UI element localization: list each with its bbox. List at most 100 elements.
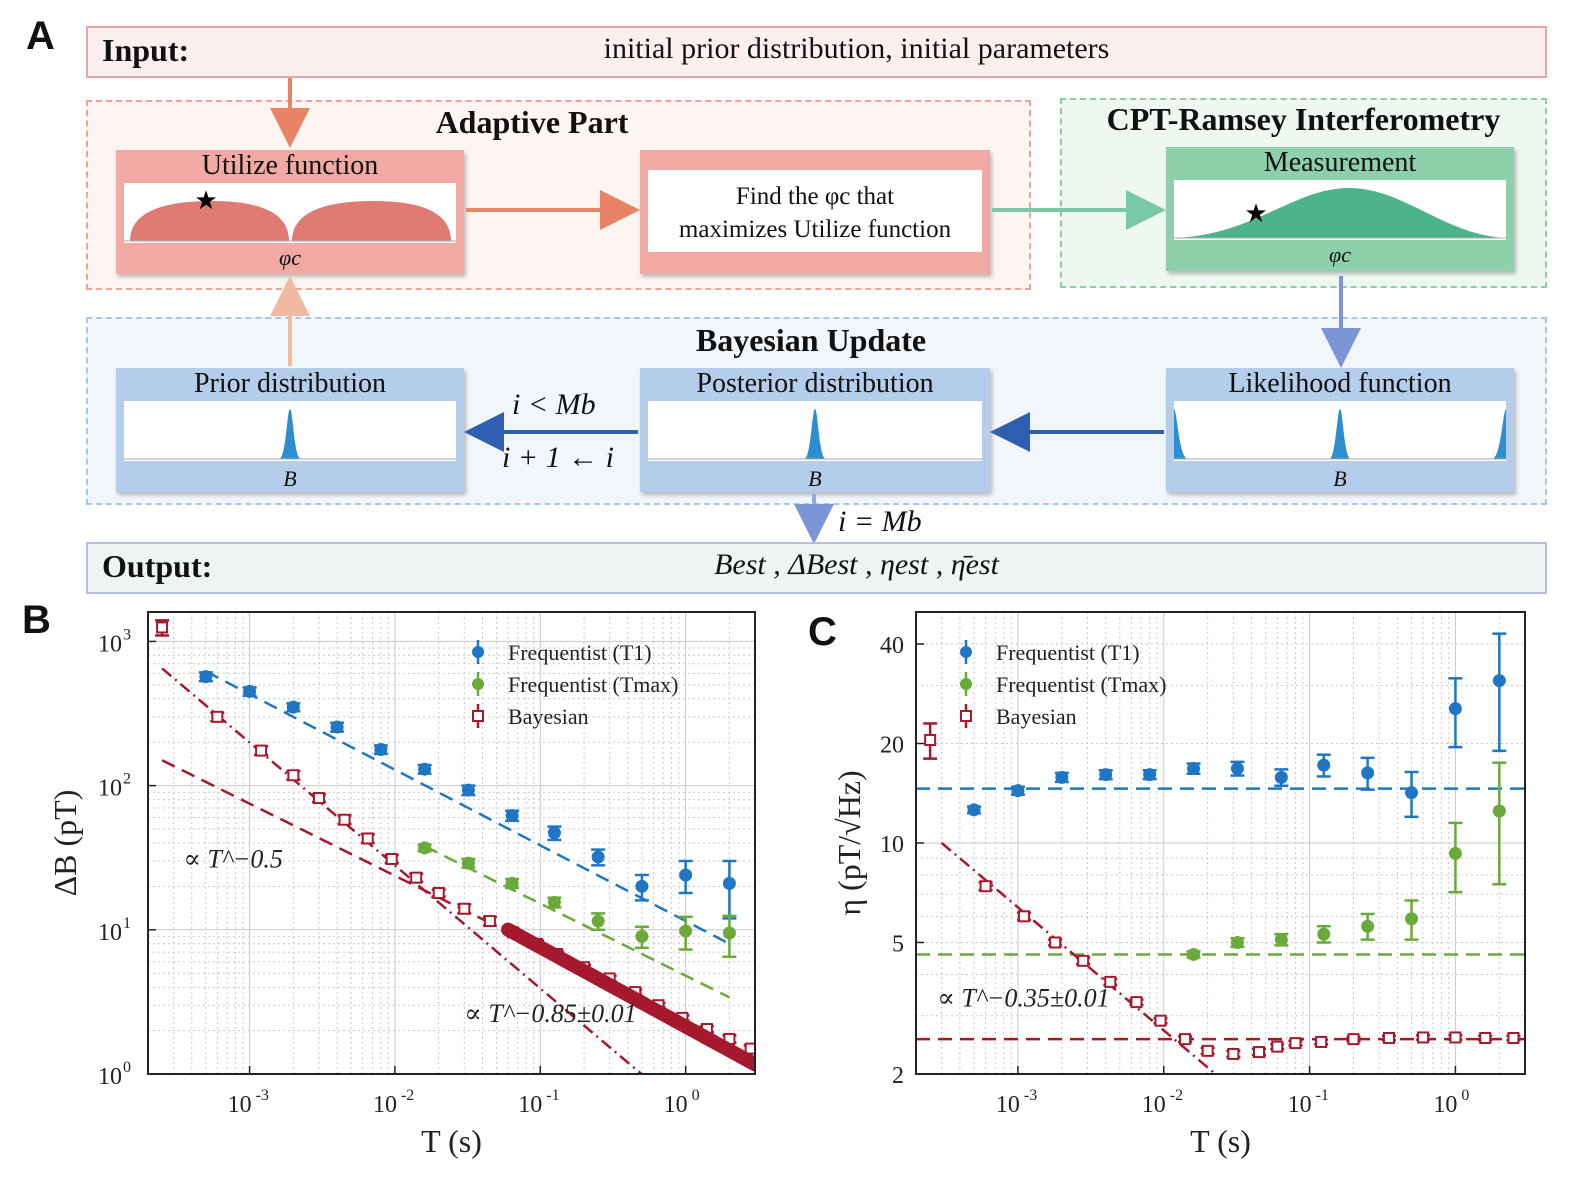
y-tick-label: 20 [880, 733, 904, 759]
likelihood-box: Likelihood function B [1166, 368, 1514, 492]
data-point [635, 929, 649, 943]
y-tick-label: 40 [880, 633, 904, 659]
annotation-1: ∝ T^−0.35±0.01 [937, 984, 1109, 1013]
data-point [1017, 910, 1030, 923]
chart-b: 10 -3 10 -2 10 -1 10 010 010 110 210 3T (s)ΔB (pT) ∝… [47, 611, 756, 1159]
exit-condition: i = Mb [838, 505, 922, 538]
x-tick-exponent: -3 [1024, 1087, 1037, 1104]
likelihood-plot [1174, 401, 1506, 461]
data-point [361, 832, 374, 845]
data-point [483, 915, 496, 928]
data-point [243, 684, 257, 698]
fit-line-3 [161, 667, 644, 1074]
find-line1: Find the φc that [735, 183, 895, 210]
data-point [505, 809, 519, 823]
measurement-title: Measurement [1263, 147, 1417, 178]
data-point [461, 783, 475, 797]
x-tick-label: 10 [664, 1092, 688, 1118]
measurement-plot: ★ [1174, 180, 1506, 240]
data-point [591, 850, 605, 864]
data-point [286, 700, 300, 714]
data-point [1253, 1046, 1266, 1059]
flow-arrows [270, 78, 1361, 544]
panel-label-a: A [26, 14, 55, 58]
data-point [1492, 804, 1506, 818]
minor-grid [147, 612, 756, 1075]
data-point [744, 1042, 755, 1055]
x-tick-label: 10 [518, 1092, 542, 1118]
data-point [1507, 1032, 1520, 1045]
data-point [1361, 919, 1375, 933]
panel-label-b: B [22, 598, 51, 642]
x-tick-label: 10 [1288, 1092, 1312, 1118]
likelihood-title: Likelihood function [1228, 368, 1452, 399]
y-tick-label: 10 [880, 832, 904, 858]
legend-entry-2: Frequentist (Tmax) [508, 672, 678, 697]
legend-marker [472, 678, 484, 690]
utilize-title: Utilize function [201, 150, 379, 181]
y-tick-label: 10 [98, 920, 122, 946]
x-tick-label: 10 [228, 1092, 252, 1118]
data-point [1187, 762, 1201, 776]
y-tick-exponent: 2 [123, 771, 131, 788]
data-point [1361, 766, 1375, 780]
data-point [591, 914, 605, 928]
legend-marker [960, 710, 972, 722]
y-tick-label: 10 [98, 776, 122, 802]
data-point [547, 895, 561, 909]
panel-label-c: C [808, 610, 837, 654]
x-tick-exponent: -3 [256, 1087, 269, 1104]
data-point [1347, 1033, 1360, 1046]
data-point [432, 887, 445, 900]
data-point [1274, 770, 1288, 784]
data-point [722, 876, 736, 890]
data-point [679, 868, 693, 882]
data-point [1271, 1040, 1284, 1053]
annotation-2: ∝ T^−0.85±0.01 [464, 999, 636, 1028]
utilize-axis: φc [279, 245, 301, 270]
axes-frame [147, 611, 756, 1075]
x-tick-exponent: -1 [546, 1087, 559, 1104]
series-1 [198, 670, 737, 920]
data-point [1448, 846, 1462, 860]
x-tick-label: 10 [373, 1092, 397, 1118]
data-point [1479, 1032, 1492, 1045]
data-point [156, 621, 169, 634]
data-point [1011, 784, 1025, 798]
loop-condition: i < Mb [512, 388, 596, 421]
data-point [635, 879, 649, 893]
data-point [1317, 927, 1331, 941]
data-point [1405, 912, 1419, 926]
x-tick-exponent: -1 [1316, 1087, 1329, 1104]
data-point [1227, 1047, 1240, 1060]
utilize-box: Utilize function ★ φc [116, 150, 464, 274]
bayesian-dense-tail [501, 922, 755, 1072]
input-bar: Input: initial prior distribution, initi… [86, 26, 1547, 78]
legend-marker [472, 646, 484, 658]
find-box: Find the φc that maximizes Utilize funct… [640, 150, 990, 274]
prior-title: Prior distribution [193, 368, 387, 399]
y-tick-label: 5 [892, 931, 904, 957]
data-point [374, 743, 388, 757]
x-tick-label: 10 [1433, 1092, 1457, 1118]
legend-entry-2: Frequentist (Tmax) [996, 672, 1166, 697]
legend-entry-1: Frequentist (T1) [996, 640, 1140, 665]
y-tick-label: 10 [98, 631, 122, 657]
plot-area [155, 619, 755, 1074]
y-tick-exponent: 1 [123, 915, 131, 932]
data-point [924, 733, 937, 746]
x-axis-label: T (s) [421, 1123, 482, 1159]
legend-entry-1: Frequentist (T1) [508, 640, 652, 665]
x-tick-exponent: -2 [1170, 1087, 1183, 1104]
data-point [1315, 1035, 1328, 1048]
prior-plot [124, 401, 456, 461]
star-icon: ★ [194, 186, 217, 215]
data-point [1049, 936, 1062, 949]
legend-marker [960, 646, 972, 658]
legend-entry-3: Bayesian [508, 704, 589, 729]
output-label: Output: [102, 548, 213, 584]
series-2 [417, 841, 737, 959]
fit-line-4 [940, 842, 1218, 1074]
data-point [679, 924, 693, 938]
data-point [1417, 1031, 1430, 1044]
